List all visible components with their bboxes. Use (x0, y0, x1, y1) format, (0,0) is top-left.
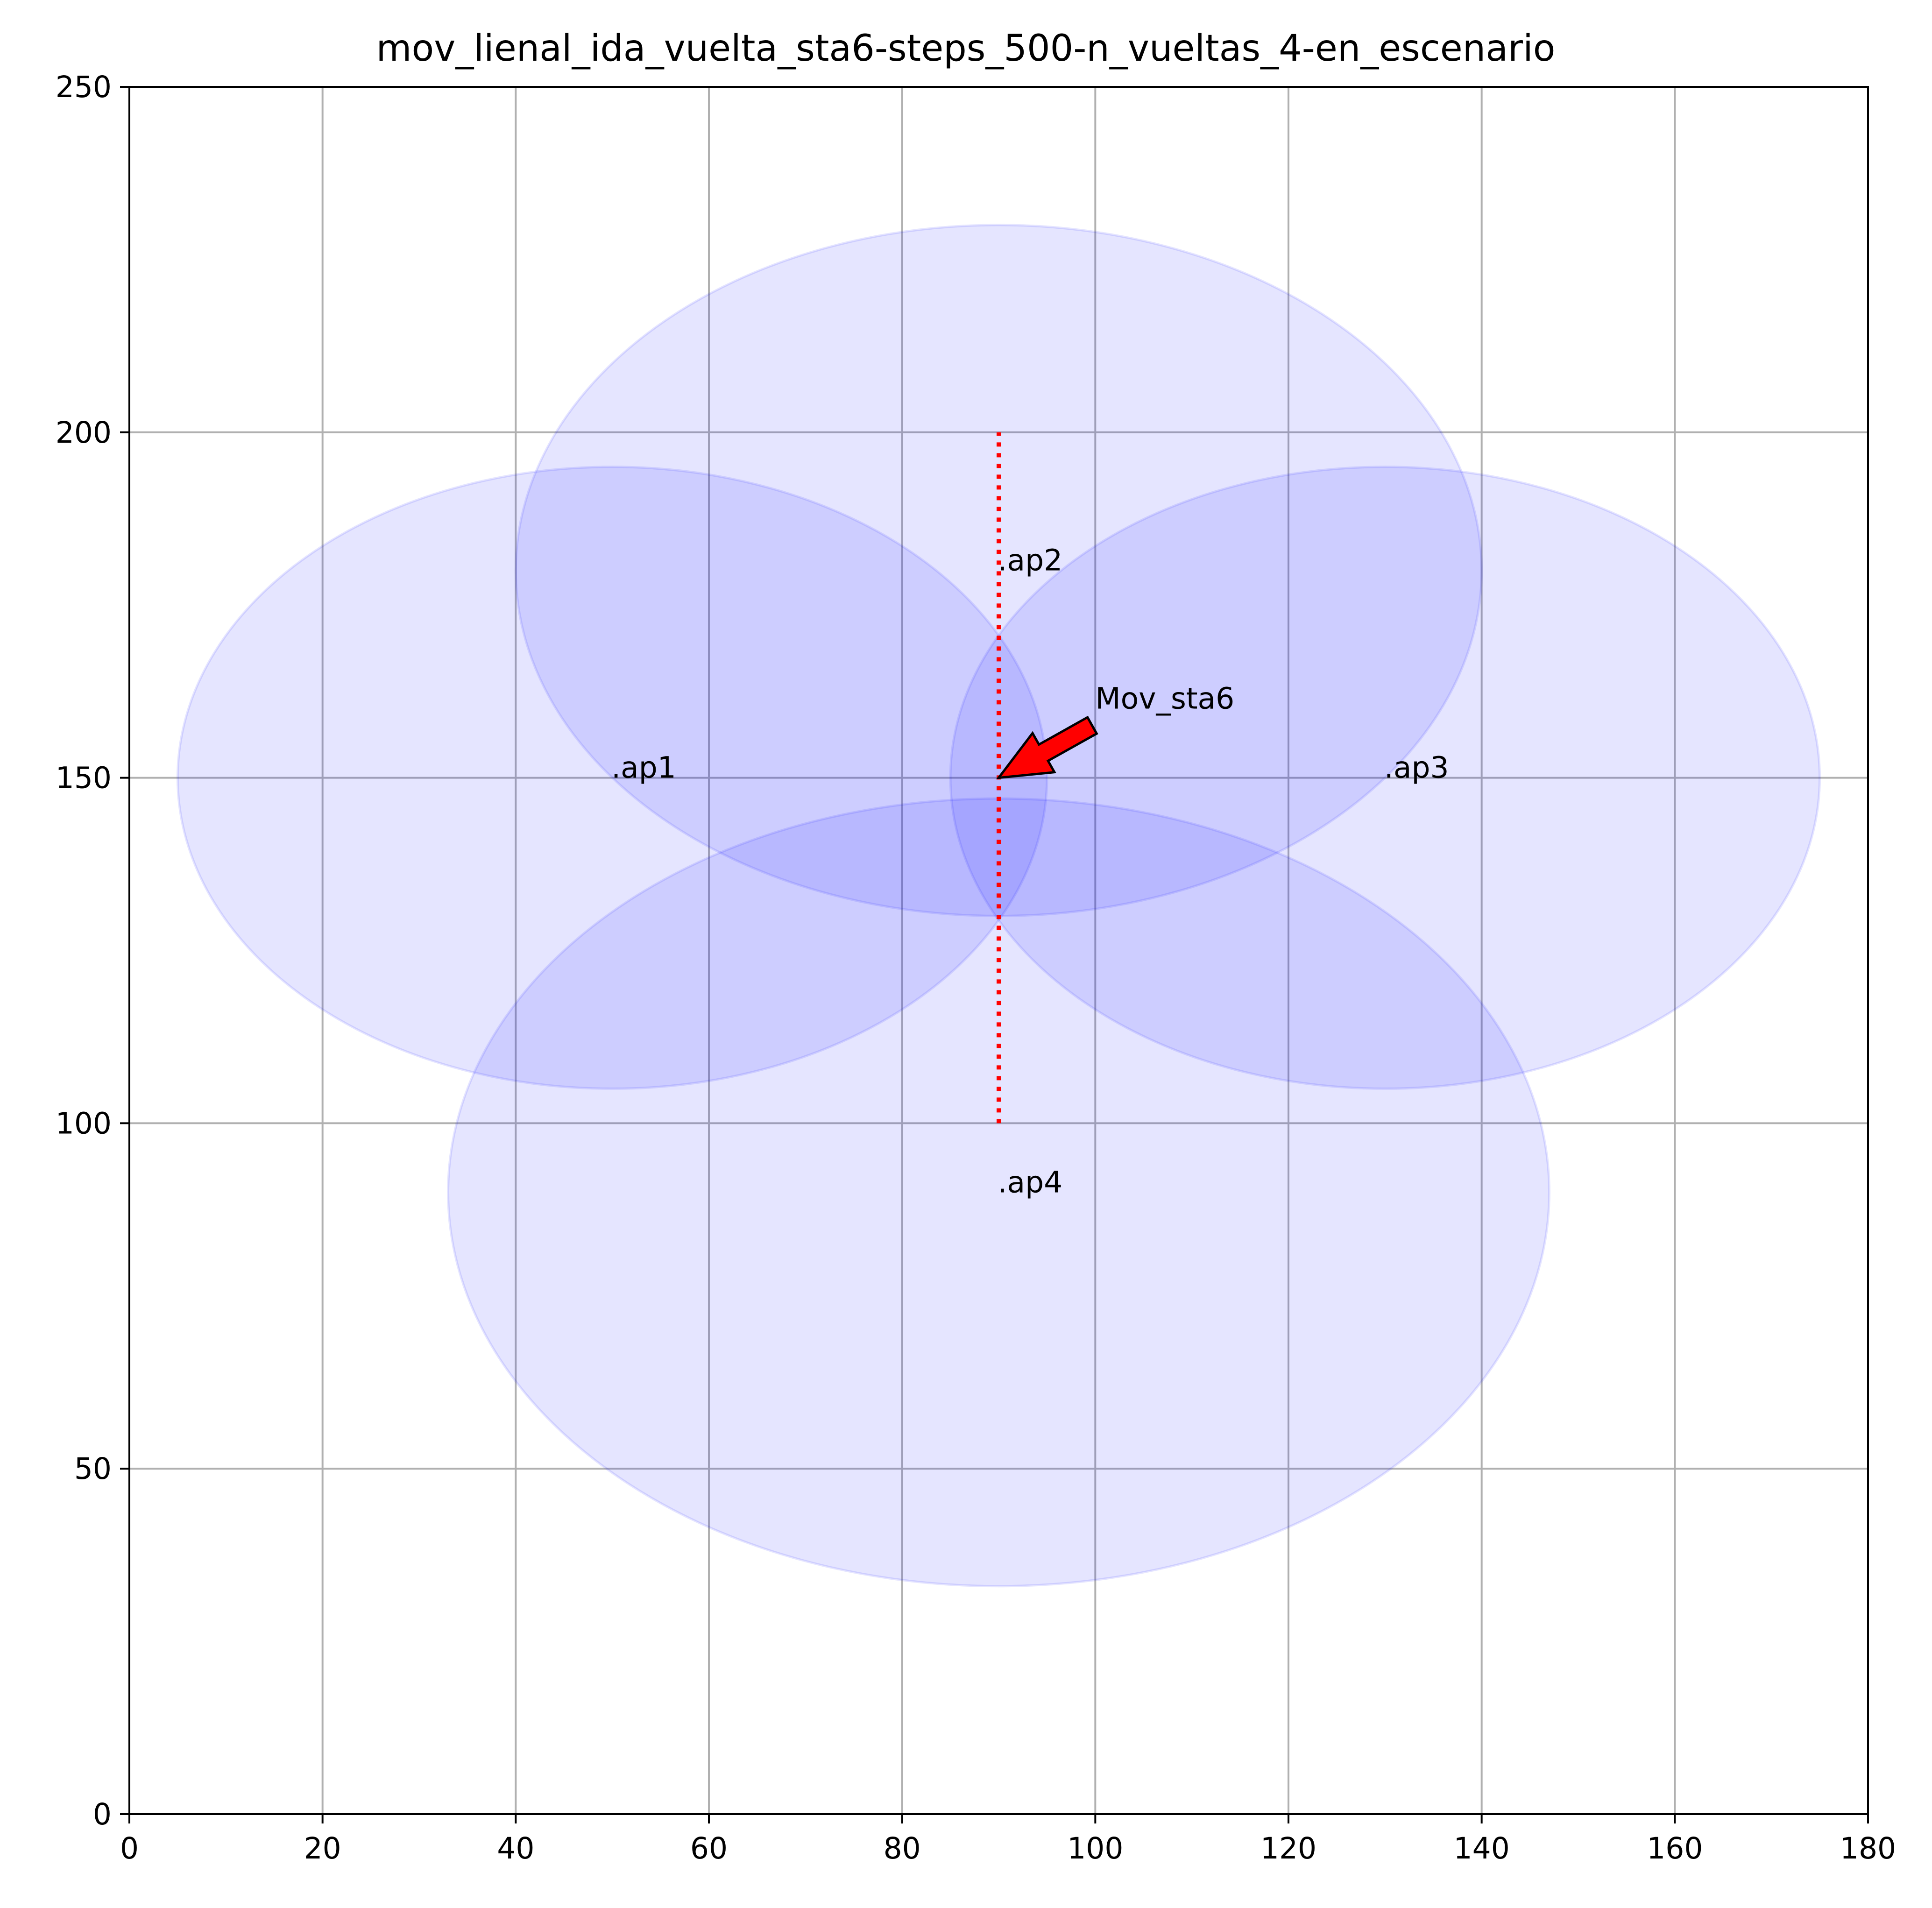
coverage-areas (176, 224, 1821, 1588)
x-tick-label: 180 (1840, 1831, 1896, 1866)
ticks: 0 20 40 60 80 100 120 140 160 180 0 50 100 150 200 250 (56, 70, 1896, 1866)
y-tick-label: 200 (56, 416, 112, 450)
y-tick-label: 100 (56, 1106, 112, 1140)
y-tick-label: 50 (74, 1452, 112, 1486)
ap-label: .ap2 (998, 544, 1063, 578)
annotation: Mov_sta6 (996, 682, 1234, 779)
ap-label: .ap1 (611, 751, 676, 785)
coverage-area (176, 466, 1048, 1090)
y-tick-label: 150 (56, 761, 112, 795)
x-tick-label: 40 (497, 1831, 534, 1866)
coverage-area (949, 466, 1821, 1090)
x-tick-label: 80 (884, 1831, 921, 1866)
ap-labels: .ap1 .ap2 .ap3 .ap4 (611, 544, 1449, 1200)
x-tick-label: 20 (304, 1831, 341, 1866)
x-tick-label: 160 (1647, 1831, 1703, 1866)
x-tick-label: 100 (1067, 1831, 1123, 1866)
ap-label: .ap3 (1384, 751, 1449, 785)
x-tick-label: 140 (1454, 1831, 1510, 1866)
annotation-label: Mov_sta6 (1095, 682, 1234, 716)
x-tick-label: 60 (690, 1831, 728, 1866)
ap-label: .ap4 (998, 1165, 1063, 1199)
y-tick-label: 250 (56, 70, 112, 104)
x-tick-label: 120 (1260, 1831, 1316, 1866)
y-tick-label: 0 (93, 1797, 112, 1831)
axes-frame (128, 86, 1869, 1815)
chart-title: mov_lienal_ida_vuelta_sta6-steps_500-n_v… (376, 28, 1556, 70)
x-tick-label: 0 (120, 1831, 139, 1866)
annotation-arrow (996, 715, 1098, 779)
